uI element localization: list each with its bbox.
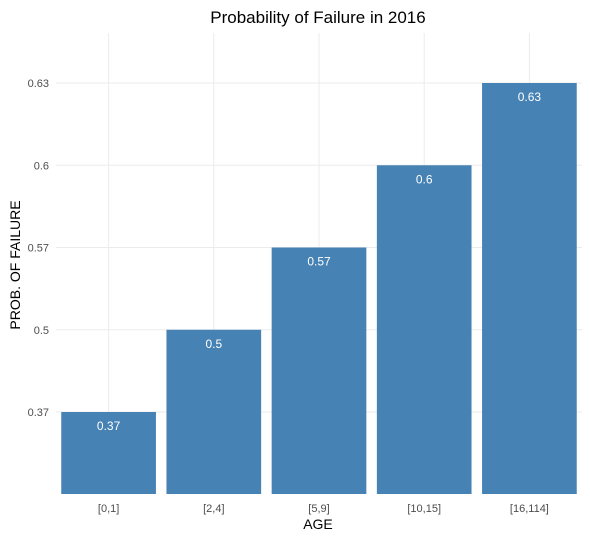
- chart-title: Probability of Failure in 2016: [210, 8, 425, 27]
- y-tick-label: 0.6: [34, 160, 49, 172]
- bar-value-label: 0.6: [416, 172, 433, 186]
- x-tick-label: [0,1]: [98, 503, 119, 515]
- y-tick-label: 0.63: [28, 78, 49, 90]
- bar-value-label: 0.63: [518, 90, 542, 104]
- x-axis-ticks: [0,1] [2,4] [5,9] [10,15] [16,114]: [98, 503, 549, 515]
- bar-value-label: 0.5: [205, 337, 222, 351]
- bar-value-label: 0.57: [307, 255, 331, 269]
- x-tick-label: [5,9]: [308, 503, 329, 515]
- bar-value-label: 0.37: [97, 419, 121, 433]
- y-tick-label: 0.5: [34, 325, 49, 337]
- y-tick-label: 0.57: [28, 243, 49, 255]
- x-axis-title: AGE: [303, 516, 333, 532]
- bar: [271, 247, 367, 494]
- y-tick-label: 0.37: [28, 407, 49, 419]
- bar: [376, 165, 472, 494]
- bar-value-labels: 0.37 0.5 0.57 0.6 0.63: [97, 90, 541, 433]
- bar: [61, 412, 156, 494]
- x-tick-label: [16,114]: [510, 503, 549, 515]
- bar: [166, 329, 262, 494]
- x-tick-label: [10,15]: [407, 503, 441, 515]
- y-axis-title: PROB. OF FAILURE: [7, 200, 23, 329]
- bars: [61, 83, 577, 494]
- x-tick-label: [2,4]: [203, 503, 224, 515]
- y-axis-ticks: 0.37 0.5 0.57 0.6 0.63: [28, 78, 49, 419]
- bar: [482, 83, 577, 494]
